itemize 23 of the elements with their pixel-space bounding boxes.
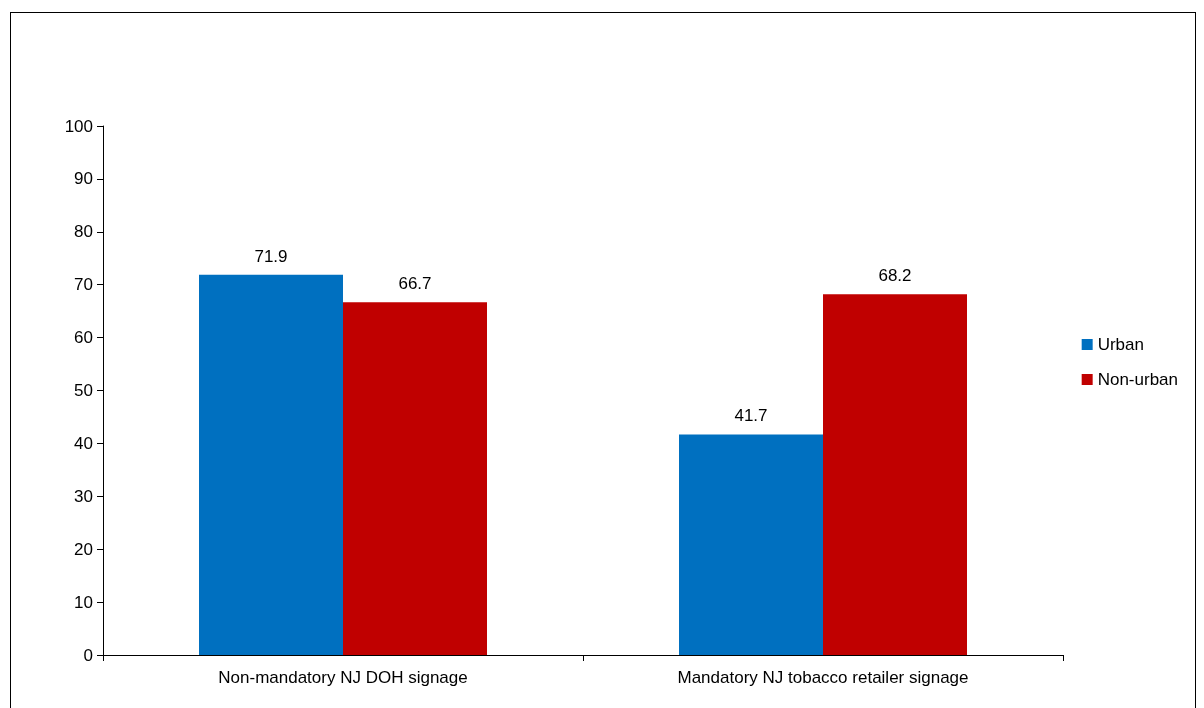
data-label: 41.7 xyxy=(734,406,768,426)
y-tick-label: 0 xyxy=(83,645,93,665)
y-tick-label: 30 xyxy=(74,486,93,506)
y-tick-label: 60 xyxy=(74,328,93,348)
data-label: 68.2 xyxy=(878,266,912,286)
y-tick-label: 80 xyxy=(74,222,93,242)
bar xyxy=(343,302,487,655)
y-tick-label: 50 xyxy=(74,381,93,400)
legend-label: Urban xyxy=(1097,335,1144,354)
y-tick-label: 40 xyxy=(74,433,93,453)
bar xyxy=(823,294,967,655)
y-tick-label: 100 xyxy=(64,116,93,136)
y-tick-label: 90 xyxy=(74,169,93,189)
x-tick-label: Mandatory NJ tobacco retailer signage xyxy=(677,668,969,687)
data-label: 66.7 xyxy=(398,274,432,294)
y-tick-label: 20 xyxy=(74,539,93,559)
bar xyxy=(199,274,343,655)
data-label: 71.9 xyxy=(254,246,288,266)
legend-label: Non-urban xyxy=(1097,370,1178,389)
y-tick-label: 70 xyxy=(74,275,93,295)
x-tick-label: Non-mandatory NJ DOH signage xyxy=(218,668,468,687)
y-tick-label: 10 xyxy=(74,592,93,612)
bar xyxy=(679,434,823,655)
